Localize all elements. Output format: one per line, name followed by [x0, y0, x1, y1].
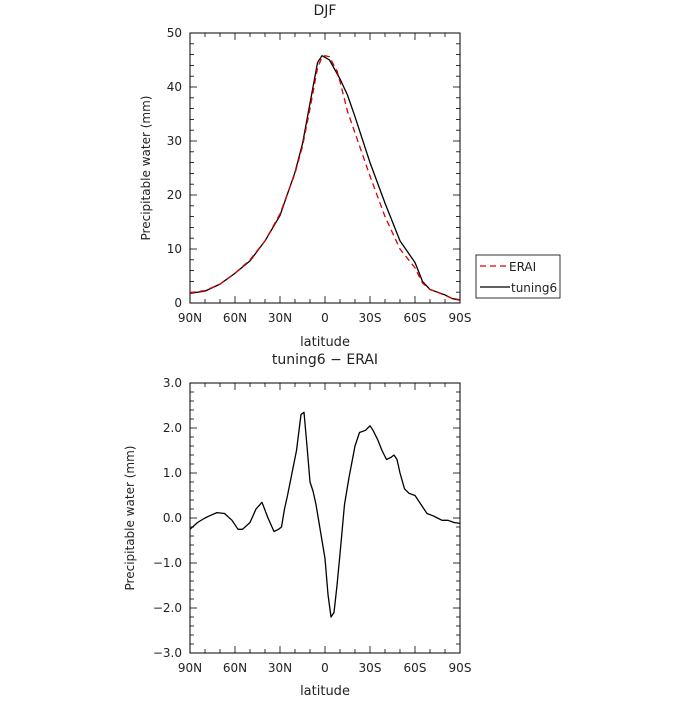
top-xtick-label: 0	[321, 311, 329, 325]
bottom-xtick-label: 0	[321, 661, 329, 675]
legend-label-tuning6: tuning6	[511, 281, 557, 295]
bottom-xtick-label: 60N	[223, 661, 247, 675]
top-ticks: 90N 60N 30N 0 30S 60S 90S 0 10 20 30 40 50	[167, 26, 472, 325]
top-ytick-label: 40	[167, 80, 182, 94]
top-xtick-label: 60S	[404, 311, 427, 325]
legend: ERAI tuning6	[475, 254, 561, 299]
bottom-ytick-label: 0.0	[163, 511, 182, 525]
panel-top: DJF 90N 60N 30N 0 30S 60S 90S 0 10 20 30 40 50 latit…	[139, 3, 561, 350]
bottom-ylabel: Precipitable water (mm)	[123, 446, 137, 591]
top-ytick-label: 20	[167, 188, 182, 202]
bottom-ytick-label: −1.0	[153, 556, 182, 570]
top-ytick-label: 10	[167, 242, 182, 256]
bottom-series-difference-line	[189, 411, 461, 618]
legend-label-erai: ERAI	[509, 260, 536, 274]
bottom-series	[189, 411, 461, 618]
bottom-ytick-label: −3.0	[153, 646, 182, 660]
top-title: DJF	[314, 3, 337, 19]
panel-bottom: tuning6 − ERAI 90N 60N 30N 0 30S 60S 90S −3.0 −2…	[123, 352, 471, 699]
top-ytick-label: 30	[167, 134, 182, 148]
bottom-ytick-label: 2.0	[163, 421, 182, 435]
bottom-ytick-label: 3.0	[163, 376, 182, 390]
bottom-xtick-label: 30N	[268, 661, 292, 675]
bottom-xtick-label: 60S	[404, 661, 427, 675]
top-xtick-label: 90N	[178, 311, 202, 325]
top-ytick-label: 0	[174, 296, 182, 310]
top-xtick-label: 30N	[268, 311, 292, 325]
top-series-erai-line	[189, 55, 461, 301]
top-ylabel: Precipitable water (mm)	[139, 96, 153, 241]
top-xtick-label: 90S	[449, 311, 472, 325]
bottom-ytick-label: −2.0	[153, 601, 182, 615]
top-xtick-label: 60N	[223, 311, 247, 325]
bottom-xtick-label: 90S	[449, 661, 472, 675]
top-series-tuning6-line	[189, 55, 461, 301]
legend-box	[475, 254, 561, 299]
bottom-title: tuning6 − ERAI	[272, 352, 378, 368]
bottom-xtick-label: 30S	[359, 661, 382, 675]
bottom-xlabel: latitude	[300, 684, 350, 699]
top-xtick-label: 30S	[359, 311, 382, 325]
bottom-ytick-label: 1.0	[163, 466, 182, 480]
bottom-ticks: 90N 60N 30N 0 30S 60S 90S −3.0 −2.0 −1.0 0.0 1.0 2.0…	[153, 376, 472, 675]
top-ytick-label: 50	[167, 26, 182, 40]
top-series	[189, 55, 461, 301]
top-xlabel: latitude	[300, 335, 350, 350]
bottom-xtick-label: 90N	[178, 661, 202, 675]
